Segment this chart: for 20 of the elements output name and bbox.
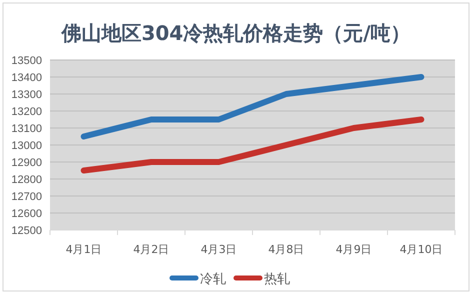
y-tick-label: 13100 <box>11 123 42 135</box>
y-tick-label: 12800 <box>11 174 42 186</box>
x-tick-label: 4月10日 <box>400 243 443 256</box>
x-tick-label: 4月8日 <box>268 243 304 256</box>
y-tick-label: 13300 <box>11 89 42 101</box>
y-tick-label: 13000 <box>11 140 42 152</box>
chart-title: 佛山地区304冷热轧价格走势（元/吨） <box>60 21 411 45</box>
y-tick-label: 13400 <box>11 72 42 84</box>
x-tick-label: 4月1日 <box>66 243 102 256</box>
x-tick-label: 4月2日 <box>133 243 170 256</box>
y-tick-label: 12600 <box>11 208 42 220</box>
y-tick-label: 13200 <box>11 106 42 118</box>
y-tick-label: 12500 <box>11 225 42 237</box>
legend-label: 热轧 <box>264 272 290 287</box>
legend-label: 冷轧 <box>200 272 226 287</box>
x-tick-label: 4月3日 <box>200 243 237 256</box>
y-tick-label: 12900 <box>11 157 42 169</box>
y-tick-label: 12700 <box>11 191 42 203</box>
x-tick-label: 4月9日 <box>336 243 372 256</box>
y-tick-label: 13500 <box>11 55 42 67</box>
